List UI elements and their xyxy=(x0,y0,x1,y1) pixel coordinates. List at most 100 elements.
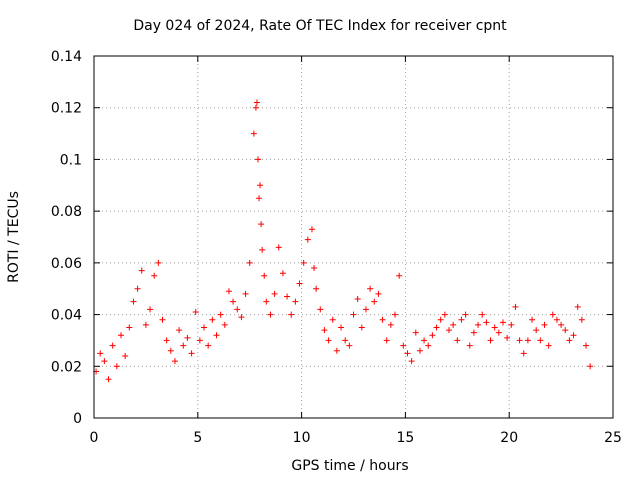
data-point xyxy=(333,347,340,354)
data-point xyxy=(304,236,311,243)
data-point xyxy=(109,342,116,349)
data-point xyxy=(504,334,511,341)
data-point xyxy=(383,337,390,344)
data-point xyxy=(271,290,278,297)
data-point xyxy=(587,363,594,370)
data-point xyxy=(253,99,260,106)
data-point xyxy=(196,337,203,344)
data-point xyxy=(441,311,448,318)
data-point xyxy=(256,195,263,202)
y-tick-label: 0.06 xyxy=(51,256,82,272)
data-point xyxy=(192,308,199,315)
grid xyxy=(94,56,613,418)
x-tick-label: 25 xyxy=(604,430,622,446)
x-tick-label: 5 xyxy=(193,430,202,446)
data-point xyxy=(258,221,265,228)
data-point xyxy=(578,316,585,323)
data-point xyxy=(259,246,266,253)
data-point xyxy=(371,298,378,305)
data-point xyxy=(261,272,268,279)
data-point xyxy=(375,290,382,297)
data-point xyxy=(583,342,590,349)
data-point xyxy=(246,259,253,266)
x-tick-label: 20 xyxy=(500,430,518,446)
data-point xyxy=(238,314,245,321)
data-point xyxy=(317,306,324,313)
data-point xyxy=(562,327,569,334)
data-point xyxy=(362,306,369,313)
data-point xyxy=(288,311,295,318)
data-point xyxy=(520,350,527,357)
data-point xyxy=(458,316,465,323)
data-point xyxy=(217,311,224,318)
data-point xyxy=(429,332,436,339)
data-point xyxy=(512,303,519,310)
data-point xyxy=(537,337,544,344)
data-point xyxy=(292,298,299,305)
data-point xyxy=(495,329,502,336)
data-point xyxy=(541,321,548,328)
y-axis-label: ROTI / TECUs xyxy=(6,191,22,283)
data-point xyxy=(425,342,432,349)
data-point xyxy=(255,156,262,163)
data-point xyxy=(470,329,477,336)
data-point xyxy=(342,337,349,344)
data-point xyxy=(279,270,286,277)
data-point xyxy=(325,337,332,344)
data-point xyxy=(263,298,270,305)
data-point xyxy=(545,342,552,349)
data-point xyxy=(151,272,158,279)
data-point xyxy=(201,324,208,331)
data-point xyxy=(159,316,166,323)
data-point xyxy=(167,347,174,354)
data-point xyxy=(566,337,573,344)
data-point xyxy=(180,342,187,349)
data-point xyxy=(209,316,216,323)
data-point xyxy=(350,311,357,318)
data-point xyxy=(462,311,469,318)
data-point xyxy=(163,337,170,344)
data-point xyxy=(487,337,494,344)
data-points xyxy=(93,99,594,383)
data-point xyxy=(412,329,419,336)
data-point xyxy=(134,285,141,292)
data-point xyxy=(221,321,228,328)
data-point xyxy=(117,332,124,339)
data-point xyxy=(234,306,241,313)
data-point xyxy=(404,350,411,357)
data-point xyxy=(574,303,581,310)
data-point xyxy=(142,321,149,328)
data-point xyxy=(387,321,394,328)
data-point xyxy=(147,306,154,313)
data-point xyxy=(101,358,108,365)
data-point xyxy=(257,182,264,189)
y-tick-label: 0.14 xyxy=(51,49,82,65)
data-point xyxy=(437,316,444,323)
data-point xyxy=(483,319,490,326)
data-point xyxy=(242,290,249,297)
data-point xyxy=(479,311,486,318)
data-point xyxy=(408,358,415,365)
data-point xyxy=(300,259,307,266)
x-tick-label: 15 xyxy=(396,430,414,446)
data-point xyxy=(508,321,515,328)
data-point xyxy=(321,327,328,334)
y-tick-label: 0.1 xyxy=(60,152,82,168)
data-point xyxy=(524,337,531,344)
data-point xyxy=(454,337,461,344)
data-point xyxy=(400,342,407,349)
y-tick-label: 0 xyxy=(73,411,82,427)
data-point xyxy=(354,296,361,303)
data-point xyxy=(433,324,440,331)
data-point xyxy=(558,321,565,328)
data-point xyxy=(284,293,291,300)
data-point xyxy=(491,324,498,331)
data-point xyxy=(533,327,540,334)
data-point xyxy=(379,316,386,323)
data-point xyxy=(450,321,457,328)
data-point xyxy=(358,324,365,331)
y-tick-label: 0.12 xyxy=(51,101,82,117)
data-point xyxy=(421,337,428,344)
data-point xyxy=(392,311,399,318)
